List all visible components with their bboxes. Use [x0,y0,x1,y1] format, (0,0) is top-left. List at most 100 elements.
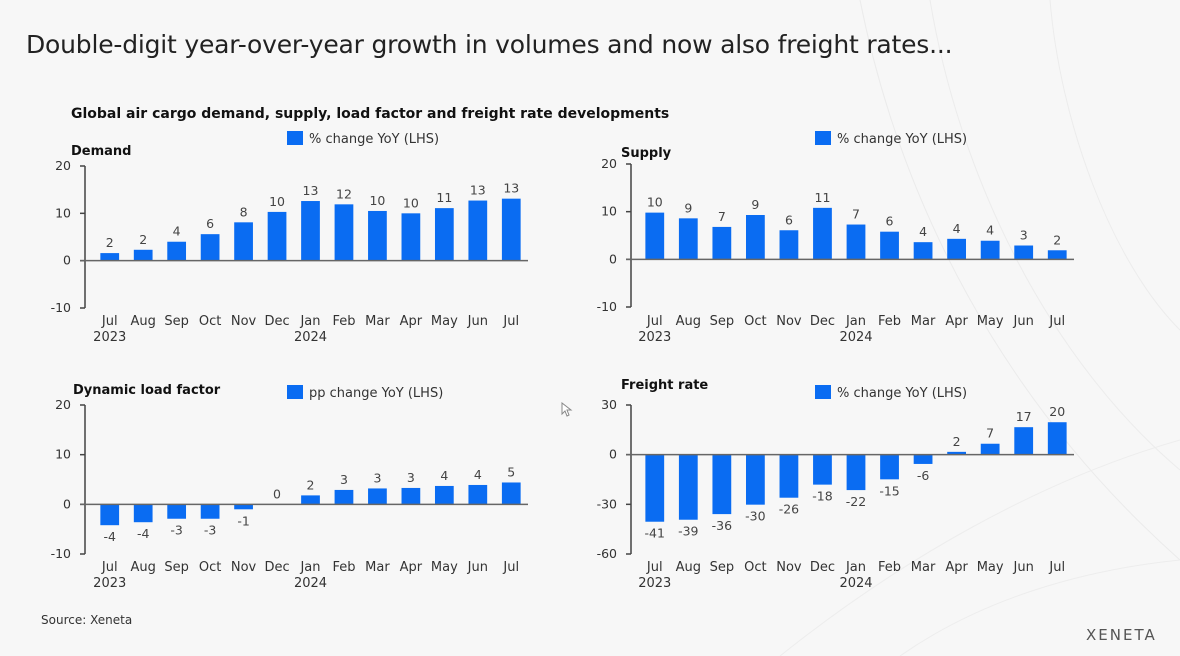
section-title: Global air cargo demand, supply, load fa… [71,106,670,122]
x-tick-label: Jun [467,314,488,329]
panel-title: Demand [71,144,132,159]
bar [301,495,320,505]
data-label: 4 [173,224,181,239]
data-label: 6 [886,214,894,229]
bar [980,240,1000,260]
bar [100,504,120,526]
data-label: 2 [139,232,147,247]
data-label: -41 [645,526,665,541]
panel-title: Dynamic load factor [73,383,221,398]
data-label: 11 [815,190,831,205]
x-tick-label: Dec [810,560,835,575]
bar [368,488,387,505]
bar [880,231,899,260]
y-tick-label: -10 [51,300,71,315]
x-tick-label: Dec [264,560,289,575]
mouse-cursor-icon [561,402,573,417]
data-label: -3 [170,523,182,538]
x-tick-label: Apr [400,560,423,575]
bar [401,487,421,505]
bar [368,210,387,261]
y-tick-label: 0 [609,251,617,266]
x-tick-label: Mar [911,560,936,575]
bar [712,454,732,515]
year-label: 2024 [294,330,327,345]
data-label: -4 [137,526,150,541]
year-label: 2023 [638,576,671,591]
data-label: -26 [779,502,799,517]
data-label: 10 [269,194,285,209]
year-label: 2024 [839,330,872,345]
y-tick-label: -10 [597,299,617,314]
bar [645,212,665,260]
x-tick-label: Sep [710,314,735,329]
x-tick-label: Aug [130,314,155,329]
data-label: 13 [303,183,319,198]
bar [980,443,1000,455]
x-tick-label: Aug [676,314,701,329]
x-tick-label: May [431,560,458,575]
data-label: 9 [751,197,759,212]
x-tick-label: Sep [710,560,735,575]
bar [133,249,153,261]
y-tick-label: 20 [55,397,71,412]
bar [167,241,187,261]
bar [846,224,866,260]
x-tick-label: Aug [676,560,701,575]
x-tick-label: Jul [646,314,663,329]
bar [234,504,253,510]
x-tick-label: Feb [878,314,901,329]
data-label: -15 [879,483,899,498]
bar [745,454,765,505]
panel-title: Freight rate [621,378,708,393]
y-tick-label: 10 [55,447,71,462]
data-label: 3 [373,470,381,485]
y-tick-label: 20 [55,158,71,173]
bar [1014,427,1034,455]
x-tick-label: Jun [467,560,488,575]
x-tick-label: Dec [810,314,835,329]
x-tick-label: May [977,560,1004,575]
data-label: -39 [678,524,698,539]
y-tick-label: 10 [601,204,617,219]
x-tick-label: Jul [1048,560,1065,575]
data-label: -36 [712,518,732,533]
bar [267,211,287,261]
x-tick-label: Oct [199,560,221,575]
x-tick-label: Feb [332,560,355,575]
x-tick-label: Oct [199,314,221,329]
data-label: -4 [103,529,116,544]
x-tick-label: Sep [164,560,189,575]
year-label: 2023 [93,330,126,345]
data-label: 7 [986,426,994,441]
bar [434,208,454,261]
x-tick-label: Apr [945,314,968,329]
x-tick-label: Apr [400,314,423,329]
bar [645,454,665,522]
x-tick-label: Jul [101,560,118,575]
y-tick-label: -30 [597,496,617,511]
x-tick-label: Jul [101,314,118,329]
x-tick-label: Feb [878,560,901,575]
bar [779,454,799,498]
data-label: 2 [1053,232,1061,247]
data-label: 4 [953,221,961,236]
data-label: 7 [852,207,860,222]
bar [779,230,799,260]
x-tick-label: May [977,314,1004,329]
data-label: 2 [307,477,315,492]
y-tick-label: 10 [55,205,71,220]
legend-label: % change YoY (LHS) [837,132,967,147]
x-tick-label: Jan [299,560,320,575]
data-label: 12 [336,186,352,201]
x-tick-label: Jan [299,314,320,329]
data-label: -1 [237,513,249,528]
x-tick-label: Jun [1013,314,1034,329]
bar [913,454,933,464]
year-label: 2023 [638,330,671,345]
x-tick-label: Jul [646,560,663,575]
legend-swatch [287,131,303,145]
legend-swatch [287,385,303,399]
data-label: 0 [273,486,281,501]
